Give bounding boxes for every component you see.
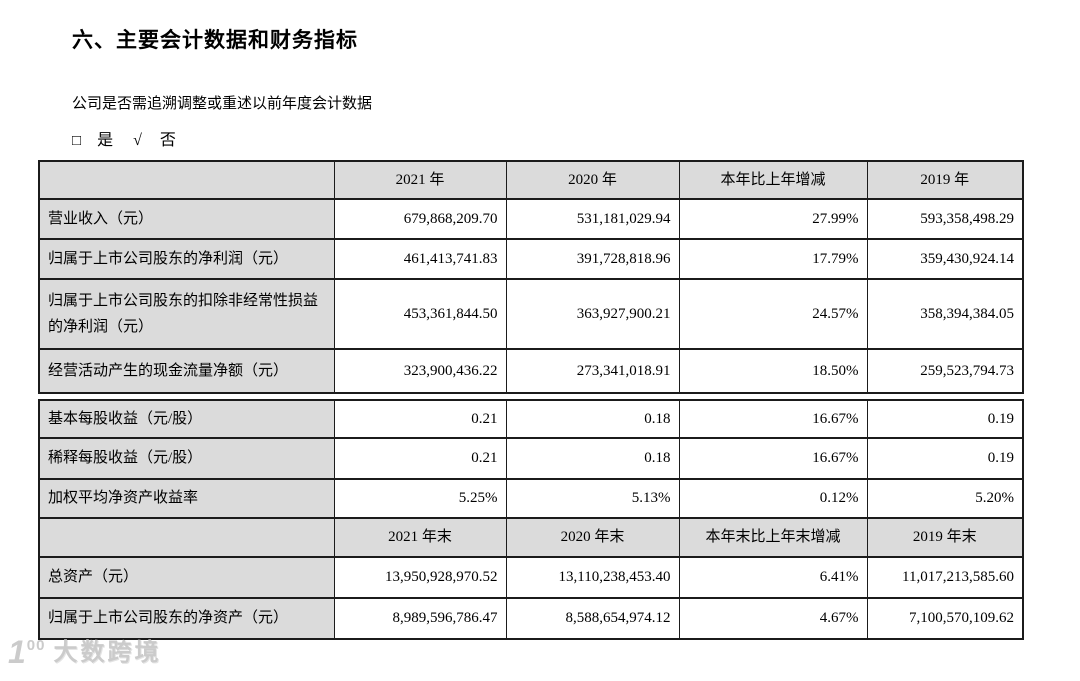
value-change: 17.79% (678, 238, 868, 280)
value-2019: 11,017,213,585.60 (866, 556, 1024, 599)
restate-question: 公司是否需追溯调整或重述以前年度会计数据 (72, 96, 373, 112)
value-2019: 593,358,498.29 (866, 198, 1024, 240)
row-label: 归属于上市公司股东的扣除非经常性损益的净利润（元） (38, 278, 335, 350)
value-2021: 0.21 (333, 437, 507, 480)
row-label: 稀释每股收益（元/股） (38, 437, 335, 480)
value-2020: 13,110,238,453.40 (505, 556, 680, 599)
checkbox-yes-label: 是 (97, 132, 114, 149)
header-cell-blank (38, 160, 335, 200)
value-2021: 323,900,436.22 (333, 348, 507, 394)
table-row: 经营活动产生的现金流量净额（元） 323,900,436.22 273,341,… (38, 348, 1024, 394)
header-cell-2021-end: 2021 年末 (333, 517, 507, 558)
restate-answer-row: □ 是 √ 否 (72, 126, 176, 150)
value-change: 27.99% (678, 198, 868, 240)
value-change: 18.50% (678, 348, 868, 394)
value-2021: 461,413,741.83 (333, 238, 507, 280)
value-2020: 5.13% (505, 478, 680, 519)
header-cell-change: 本年比上年增减 (678, 160, 868, 200)
row-label: 归属于上市公司股东的净利润（元） (38, 238, 335, 280)
value-2020: 363,927,900.21 (505, 278, 680, 350)
watermark-dashu-kuajing: 1 00 大数跨境 (8, 636, 161, 668)
table-row: 总资产（元） 13,950,928,970.52 13,110,238,453.… (38, 556, 1024, 599)
table-row: 营业收入（元） 679,868,209.70 531,181,029.94 27… (38, 198, 1024, 240)
row-label: 归属于上市公司股东的净资产（元） (38, 597, 335, 640)
header-cell-2021: 2021 年 (333, 160, 507, 200)
value-change: 16.67% (678, 399, 868, 439)
value-2021: 0.21 (333, 399, 507, 439)
table-row: 基本每股收益（元/股） 0.21 0.18 16.67% 0.19 (38, 399, 1024, 439)
watermark-brand-text: 大数跨境 (53, 639, 162, 666)
table-row: 稀释每股收益（元/股） 0.21 0.18 16.67% 0.19 (38, 437, 1024, 480)
value-change: 4.67% (678, 597, 868, 640)
table-header-row: 2021 年 2020 年 本年比上年增减 2019 年 (38, 160, 1024, 200)
table-row: 加权平均净资产收益率 5.25% 5.13% 0.12% 5.20% (38, 478, 1024, 519)
checkmark-no-icon: √ (133, 132, 142, 149)
checkbox-no-label: 否 (159, 132, 176, 149)
value-change: 16.67% (678, 437, 868, 480)
value-2021: 13,950,928,970.52 (333, 556, 507, 599)
value-2020: 0.18 (505, 399, 680, 439)
table-row: 归属于上市公司股东的净资产（元） 8,989,596,786.47 8,588,… (38, 597, 1024, 640)
value-2019: 5.20% (866, 478, 1024, 519)
header-cell-blank (38, 517, 335, 558)
header-cell-2019: 2019 年 (866, 160, 1024, 200)
value-2021: 453,361,844.50 (333, 278, 507, 350)
value-change: 24.57% (678, 278, 868, 350)
table-header-row-yearend: 2021 年末 2020 年末 本年末比上年末增减 2019 年末 (38, 517, 1024, 558)
header-cell-change-end: 本年末比上年末增减 (678, 517, 868, 558)
table-row: 归属于上市公司股东的净利润（元） 461,413,741.83 391,728,… (38, 238, 1024, 280)
row-label: 总资产（元） (38, 556, 335, 599)
value-2020: 273,341,018.91 (505, 348, 680, 394)
row-label: 经营活动产生的现金流量净额（元） (38, 348, 335, 394)
value-2019: 259,523,794.73 (866, 348, 1024, 394)
header-cell-2020-end: 2020 年末 (505, 517, 680, 558)
value-2019: 7,100,570,109.62 (866, 597, 1024, 640)
value-2021: 8,989,596,786.47 (333, 597, 507, 640)
watermark-logo-icon: 1 (8, 634, 26, 670)
table-row: 归属于上市公司股东的扣除非经常性损益的净利润（元） 453,361,844.50… (38, 278, 1024, 350)
value-2019: 359,430,924.14 (866, 238, 1024, 280)
checkbox-yes-icon: □ (72, 133, 82, 149)
row-label: 营业收入（元） (38, 198, 335, 240)
value-change: 0.12% (678, 478, 868, 519)
row-label: 加权平均净资产收益率 (38, 478, 335, 519)
value-2020: 8,588,654,974.12 (505, 597, 680, 640)
section-title: 六、主要会计数据和财务指标 (72, 28, 358, 52)
watermark-logo-oo: 00 (26, 637, 46, 654)
value-2021: 679,868,209.70 (333, 198, 507, 240)
value-2021: 5.25% (333, 478, 507, 519)
value-2020: 531,181,029.94 (505, 198, 680, 240)
annual-figures-table: 2021 年 2020 年 本年比上年增减 2019 年 营业收入（元） 679… (38, 160, 1024, 394)
header-cell-2020: 2020 年 (505, 160, 680, 200)
row-label: 基本每股收益（元/股） (38, 399, 335, 439)
value-2019: 0.19 (866, 437, 1024, 480)
value-2019: 358,394,384.05 (866, 278, 1024, 350)
value-change: 6.41% (678, 556, 868, 599)
pershare-yearend-table: 基本每股收益（元/股） 0.21 0.18 16.67% 0.19 稀释每股收益… (38, 399, 1024, 640)
value-2019: 0.19 (866, 399, 1024, 439)
header-cell-2019-end: 2019 年末 (866, 517, 1024, 558)
value-2020: 391,728,818.96 (505, 238, 680, 280)
value-2020: 0.18 (505, 437, 680, 480)
